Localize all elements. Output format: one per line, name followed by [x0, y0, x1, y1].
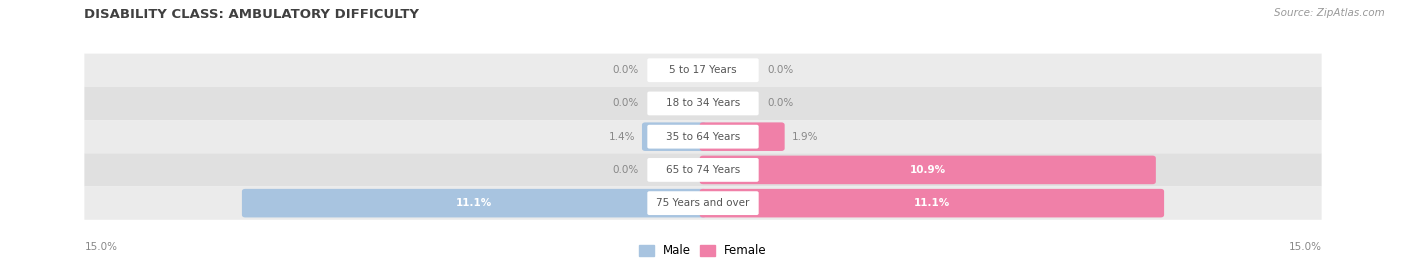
- FancyBboxPatch shape: [242, 189, 706, 217]
- Text: DISABILITY CLASS: AMBULATORY DIFFICULTY: DISABILITY CLASS: AMBULATORY DIFFICULTY: [84, 8, 419, 21]
- FancyBboxPatch shape: [84, 153, 1322, 187]
- Text: 75 Years and over: 75 Years and over: [657, 198, 749, 208]
- FancyBboxPatch shape: [84, 54, 1322, 87]
- FancyBboxPatch shape: [647, 92, 759, 115]
- FancyBboxPatch shape: [700, 156, 1156, 184]
- FancyBboxPatch shape: [84, 187, 1322, 220]
- Text: 0.0%: 0.0%: [766, 98, 793, 109]
- FancyBboxPatch shape: [647, 58, 759, 82]
- FancyBboxPatch shape: [643, 122, 706, 151]
- Text: 65 to 74 Years: 65 to 74 Years: [666, 165, 740, 175]
- FancyBboxPatch shape: [84, 87, 1322, 120]
- Text: 15.0%: 15.0%: [84, 242, 117, 252]
- Text: 0.0%: 0.0%: [613, 165, 640, 175]
- FancyBboxPatch shape: [647, 158, 759, 182]
- Text: 11.1%: 11.1%: [456, 198, 492, 208]
- Legend: Male, Female: Male, Female: [634, 240, 772, 262]
- Text: 1.4%: 1.4%: [609, 132, 636, 142]
- Text: 18 to 34 Years: 18 to 34 Years: [666, 98, 740, 109]
- FancyBboxPatch shape: [700, 189, 1164, 217]
- Text: 5 to 17 Years: 5 to 17 Years: [669, 65, 737, 75]
- Text: 10.9%: 10.9%: [910, 165, 946, 175]
- Text: 0.0%: 0.0%: [766, 65, 793, 75]
- Text: 11.1%: 11.1%: [914, 198, 950, 208]
- Text: 0.0%: 0.0%: [613, 98, 640, 109]
- Text: 15.0%: 15.0%: [1289, 242, 1322, 252]
- Text: 35 to 64 Years: 35 to 64 Years: [666, 132, 740, 142]
- FancyBboxPatch shape: [84, 120, 1322, 153]
- Text: 1.9%: 1.9%: [792, 132, 818, 142]
- Text: 0.0%: 0.0%: [613, 65, 640, 75]
- Text: Source: ZipAtlas.com: Source: ZipAtlas.com: [1274, 8, 1385, 18]
- FancyBboxPatch shape: [647, 125, 759, 148]
- FancyBboxPatch shape: [700, 122, 785, 151]
- FancyBboxPatch shape: [647, 191, 759, 215]
